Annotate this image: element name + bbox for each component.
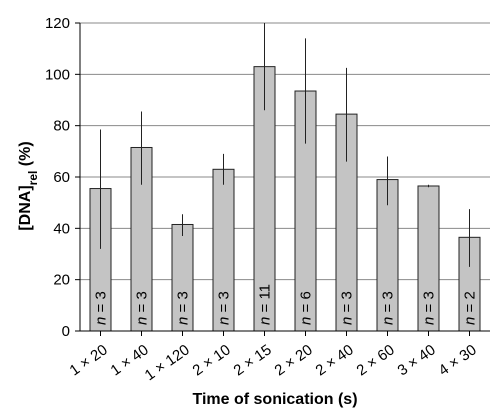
- x-tick-label: 2 × 60: [354, 341, 398, 379]
- sample-size-value: = 3: [93, 291, 110, 316]
- sample-size-symbol: n: [175, 317, 192, 325]
- y-tick-label: 20: [53, 272, 70, 289]
- sample-size-label: n = 3: [339, 291, 356, 325]
- y-tick-labels: 0 20 40 60 80 100 120: [45, 15, 80, 340]
- sample-size-label: n = 6: [298, 291, 315, 325]
- sample-size-symbol: n: [257, 317, 274, 325]
- sample-size-labels: n = 3n = 3n = 3n = 3n = 11n = 6n = 3n = …: [93, 284, 479, 325]
- sample-size-label: n = 3: [93, 291, 110, 325]
- y-tick-label: 40: [53, 220, 70, 237]
- y-tick-label: 60: [53, 169, 70, 186]
- sample-size-value: = 3: [380, 291, 397, 316]
- sample-size-symbol: n: [380, 317, 397, 325]
- sample-size-symbol: n: [462, 317, 479, 325]
- bars-group: [89, 66, 481, 332]
- sample-size-symbol: n: [298, 317, 315, 325]
- sample-size-label: n = 3: [216, 291, 233, 325]
- sample-size-symbol: n: [421, 317, 438, 325]
- sample-size-label: n = 11: [257, 284, 274, 325]
- x-tick-label: 1 × 120: [142, 341, 193, 384]
- y-axis-title-main: [DNA]: [17, 185, 34, 230]
- x-tick-label: 4 × 30: [436, 341, 480, 379]
- x-tick-label: 2 × 40: [313, 341, 357, 379]
- sample-size-value: = 3: [134, 291, 151, 316]
- sample-size-symbol: n: [339, 317, 356, 325]
- sample-size-symbol: n: [134, 317, 151, 325]
- sample-size-label: n = 3: [421, 291, 438, 325]
- sample-size-label: n = 3: [380, 291, 397, 325]
- x-axis-title: Time of sonication (s): [192, 391, 357, 408]
- y-axis-title-unit: (%): [17, 141, 34, 170]
- sample-size-value: = 3: [421, 291, 438, 316]
- y-tick-label: 80: [53, 118, 70, 135]
- sample-size-value: = 2: [462, 291, 479, 316]
- sample-size-label: n = 3: [134, 291, 151, 325]
- y-tick-label: 100: [45, 66, 70, 83]
- sample-size-value: = 6: [298, 291, 315, 316]
- y-tick-label: 0: [62, 323, 70, 340]
- y-axis-title-sub: rel: [26, 171, 40, 186]
- x-tick-label: 3 × 40: [395, 341, 439, 379]
- x-tick-label: 2 × 15: [231, 341, 275, 379]
- sample-size-value: = 11: [257, 284, 274, 317]
- sample-size-label: n = 2: [462, 291, 479, 325]
- sample-size-symbol: n: [93, 317, 110, 325]
- sample-size-symbol: n: [216, 317, 233, 325]
- x-tick-label: 2 × 20: [272, 341, 316, 379]
- error-bars-group: [100, 23, 470, 267]
- x-tick-label: 2 × 10: [190, 341, 234, 379]
- x-tick-label: 1 × 20: [67, 341, 111, 379]
- y-axis-title: [DNA]rel (%): [17, 141, 40, 230]
- sample-size-value: = 3: [175, 291, 192, 316]
- sample-size-value: = 3: [339, 291, 356, 316]
- y-tick-label: 120: [45, 15, 70, 32]
- sample-size-label: n = 3: [175, 291, 192, 325]
- sample-size-value: = 3: [216, 291, 233, 316]
